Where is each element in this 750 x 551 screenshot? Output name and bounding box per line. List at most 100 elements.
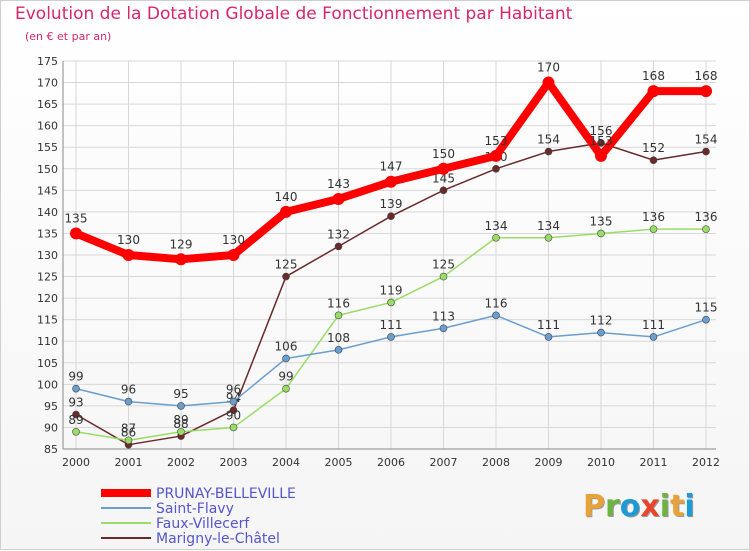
y-tick-label: 140 [37,206,58,219]
data-label: 134 [485,219,508,233]
data-point [122,249,135,261]
y-tick-label: 95 [44,400,58,413]
data-label: 135 [65,211,88,225]
x-tick-label: 2005 [325,456,353,469]
data-point [702,315,710,324]
data-point [282,384,290,393]
logo-letter: x [640,489,660,524]
data-point [72,384,80,393]
data-label: 119 [380,283,403,297]
legend-label: Marigny-le-Châtel [156,531,280,547]
data-label: 106 [275,339,298,353]
data-point [229,406,238,415]
legend-label: PRUNAY-BELLEVILLE [156,486,296,502]
y-tick-label: 145 [37,184,58,197]
data-point [700,85,712,98]
y-tick-label: 85 [44,443,58,456]
data-point [175,253,187,266]
data-point [649,333,658,341]
data-point [439,324,448,333]
x-tick-label: 2011 [640,456,668,469]
data-label: 147 [380,160,403,174]
data-label: 153 [590,134,613,148]
x-tick-label: 2006 [377,456,405,469]
data-point [542,76,555,89]
data-label: 154 [695,133,718,147]
x-tick-label: 2007 [430,456,458,469]
data-point [544,147,553,156]
data-point [492,164,500,173]
data-point [595,149,607,162]
data-point [597,139,605,147]
data-label: 130 [222,233,245,247]
data-point [124,397,133,406]
logo-letter: o [619,489,641,524]
data-point [387,212,395,220]
data-point [649,225,658,233]
data-point [439,186,448,195]
data-label: 111 [642,318,665,332]
data-label: 136 [695,210,718,224]
data-label: 156 [590,124,613,138]
data-label: 116 [485,296,508,310]
data-point [282,354,290,363]
y-tick-label: 160 [37,120,58,133]
y-tick-label: 170 [37,77,58,90]
data-label: 89 [173,413,188,427]
data-point [229,397,238,406]
data-label: 95 [173,387,188,401]
x-tick-label: 2002 [167,456,195,469]
y-tick-label: 150 [37,163,58,176]
y-tick-label: 110 [37,335,58,348]
data-point [649,156,658,164]
logo-letter: r [605,489,620,524]
data-point [72,410,80,419]
data-label: 130 [117,233,140,247]
data-label: 168 [642,69,665,83]
legend-label: Saint-Flavy [156,501,234,517]
data-label: 89 [68,413,83,427]
x-tick-label: 2004 [272,456,300,469]
data-label: 143 [327,177,350,191]
data-label: 154 [537,133,560,147]
data-label: 152 [642,141,665,155]
y-tick-label: 175 [37,55,58,68]
x-tick-label: 2008 [482,456,510,469]
x-tick-label: 2009 [535,456,563,469]
proxiti-logo: Proxiti [583,489,695,524]
data-point [597,229,605,238]
logo-letter: t [670,489,685,524]
data-label: 125 [432,258,455,272]
data-label: 145 [432,171,455,185]
y-tick-label: 135 [37,227,58,240]
chart-subtitle: (en € et par an) [25,30,112,43]
y-tick-label: 125 [37,271,58,284]
data-point [385,175,397,188]
data-point [492,311,500,320]
data-label: 111 [537,318,560,332]
data-label: 153 [485,134,508,148]
x-tick-label: 2001 [115,456,143,469]
data-point [177,402,185,410]
x-tick-label: 2012 [692,456,720,469]
legend-label: Faux-Villecerf [156,516,250,532]
data-point [280,205,292,218]
data-label: 140 [275,190,298,204]
data-label: 139 [380,197,403,211]
data-point [72,427,80,436]
data-point [334,242,343,251]
data-point [177,427,185,436]
data-point [597,328,605,337]
data-label: 108 [327,331,350,345]
data-label: 150 [432,147,455,161]
data-point [439,272,448,281]
data-label: 168 [695,69,718,83]
data-point [124,436,133,445]
y-tick-label: 115 [37,314,58,327]
data-label: 96 [226,383,241,397]
data-label: 129 [170,237,193,251]
y-tick-label: 130 [37,249,58,262]
data-label: 115 [695,301,718,315]
